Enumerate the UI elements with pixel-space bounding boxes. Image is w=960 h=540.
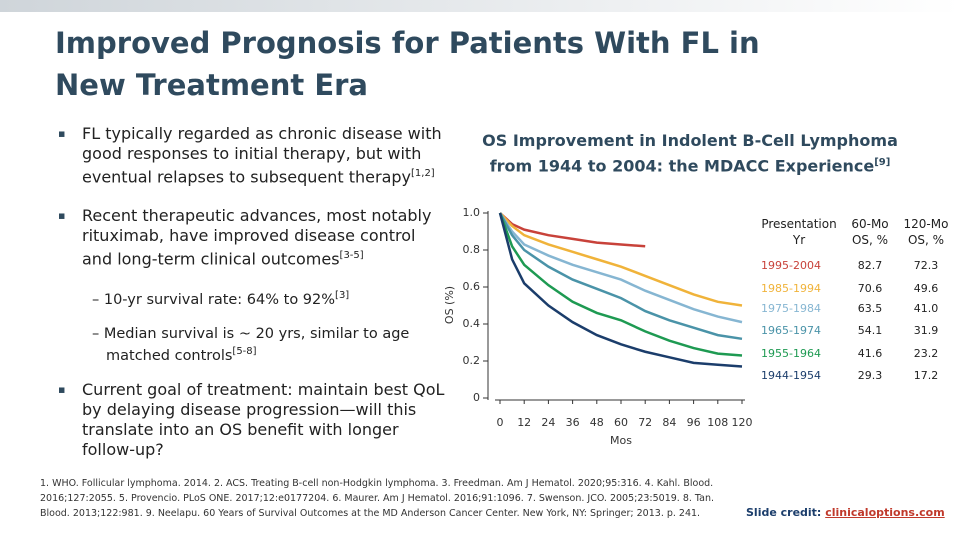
- y-tick-label: 0.6: [463, 280, 481, 293]
- x-axis-label: Mos: [610, 434, 632, 447]
- table-cell: 54.1: [857, 324, 883, 337]
- table-header: 120-Mo OS, %: [903, 217, 949, 247]
- x-tick-label: 96: [687, 416, 701, 429]
- table-cell: 82.7: [857, 259, 883, 272]
- y-tick-label: 0.8: [463, 243, 481, 256]
- table-cell: 29.3: [857, 369, 883, 382]
- citation: [9]: [874, 157, 891, 168]
- y-tick-label: 1.0: [463, 206, 481, 219]
- x-tick-label: 0: [497, 416, 504, 429]
- table-cell: 70.6: [857, 282, 883, 295]
- chart-title-text: OS Improvement in Indolent B-Cell Lympho…: [482, 131, 898, 176]
- table-cell: 31.9: [913, 324, 939, 337]
- top-bar: [0, 0, 960, 12]
- legend-entry: 1965-1974: [761, 324, 821, 337]
- table-cell: 72.3: [913, 259, 939, 272]
- citation: [3]: [335, 290, 350, 301]
- survival-curve: [498, 212, 743, 368]
- x-tick-label: 60: [614, 416, 628, 429]
- citation: [3-5]: [339, 250, 364, 261]
- survival-curve: [498, 212, 743, 341]
- table-cell: 49.6: [913, 282, 939, 295]
- x-tick-label: 120: [732, 416, 753, 429]
- y-axis-label: OS (%): [443, 286, 456, 324]
- x-tick-label: 108: [707, 416, 728, 429]
- credit: Slide credit: clinicaloptions.com: [746, 506, 945, 519]
- table-cell: 41.6: [857, 347, 883, 360]
- bullet-text: Current goal of treatment: maintain best…: [82, 380, 445, 459]
- table-cell: 17.2: [913, 369, 939, 382]
- legend-entry: 1995-2004: [761, 259, 821, 272]
- legend-entry: 1944-1954: [761, 369, 821, 382]
- credit-label: Slide credit:: [746, 506, 822, 519]
- survival-curve: [498, 212, 743, 357]
- x-tick-label: 84: [662, 416, 676, 429]
- table-cell: 41.0: [913, 302, 939, 315]
- bullet: ▪ Recent therapeutic advances, most notab…: [58, 206, 432, 269]
- survival-curve: [499, 212, 743, 307]
- y-tick-label: 0.4: [463, 317, 481, 330]
- citation: [5-8]: [232, 346, 257, 357]
- bullet-text: Median survival is ~ 20 yrs, similar to …: [103, 326, 410, 364]
- bullet-text: FL typically regarded as chronic disease…: [82, 124, 442, 187]
- sub-bullet: – 10-yr survival rate: 64% to 92%[3]: [92, 290, 350, 308]
- bullet: ▪ Current goal of treatment: maintain bes…: [58, 380, 447, 460]
- bullet-text: 10-yr survival rate: 64% to 92%: [103, 291, 336, 308]
- bullet-text: Recent therapeutic advances, most notabl…: [82, 206, 432, 269]
- credit-link[interactable]: clinicaloptions.com: [825, 506, 945, 519]
- legend-entry: 1955-1964: [761, 347, 821, 360]
- y-tick-label: 0: [473, 391, 480, 404]
- y-tick-label: 0.2: [463, 354, 481, 367]
- table-cell: 63.5: [857, 302, 883, 315]
- references: 1. WHO. Follicular lymphoma. 2014. 2. AC…: [40, 478, 715, 519]
- x-tick-label: 24: [541, 416, 555, 429]
- slide-title: Improved Prognosis for Patients With FL …: [55, 26, 760, 102]
- table-header: Presentation Yr: [761, 217, 837, 247]
- os-table: Presentation Yr 60-Mo OS, % 120-Mo OS, %…: [755, 216, 960, 386]
- bullet: ▪ FL typically regarded as chronic diseas…: [58, 124, 442, 187]
- x-tick-label: 12: [517, 416, 531, 429]
- x-tick-label: 72: [638, 416, 652, 429]
- survival-curve: [498, 212, 743, 324]
- legend-entry: 1975-1984: [761, 302, 821, 315]
- table-header: 60-Mo OS, %: [851, 217, 889, 247]
- x-tick-label: 36: [566, 416, 580, 429]
- survival-curve: [499, 212, 646, 248]
- table-cell: 23.2: [913, 347, 939, 360]
- chart-title: OS Improvement in Indolent B-Cell Lympho…: [470, 130, 910, 177]
- x-tick-label: 48: [590, 416, 604, 429]
- legend-entry: 1985-1994: [761, 282, 821, 295]
- chart: OS (%) Mos 0 0.2 0.4 0.6 0.8 1.0 0 12 24 36 48 60 72…: [443, 206, 753, 447]
- sub-bullet: – Median survival is ~ 20 yrs, similar t…: [92, 326, 410, 364]
- citation: [1,2]: [411, 168, 435, 179]
